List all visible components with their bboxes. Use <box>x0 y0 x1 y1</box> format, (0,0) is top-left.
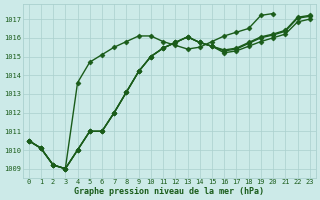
X-axis label: Graphe pression niveau de la mer (hPa): Graphe pression niveau de la mer (hPa) <box>74 187 264 196</box>
